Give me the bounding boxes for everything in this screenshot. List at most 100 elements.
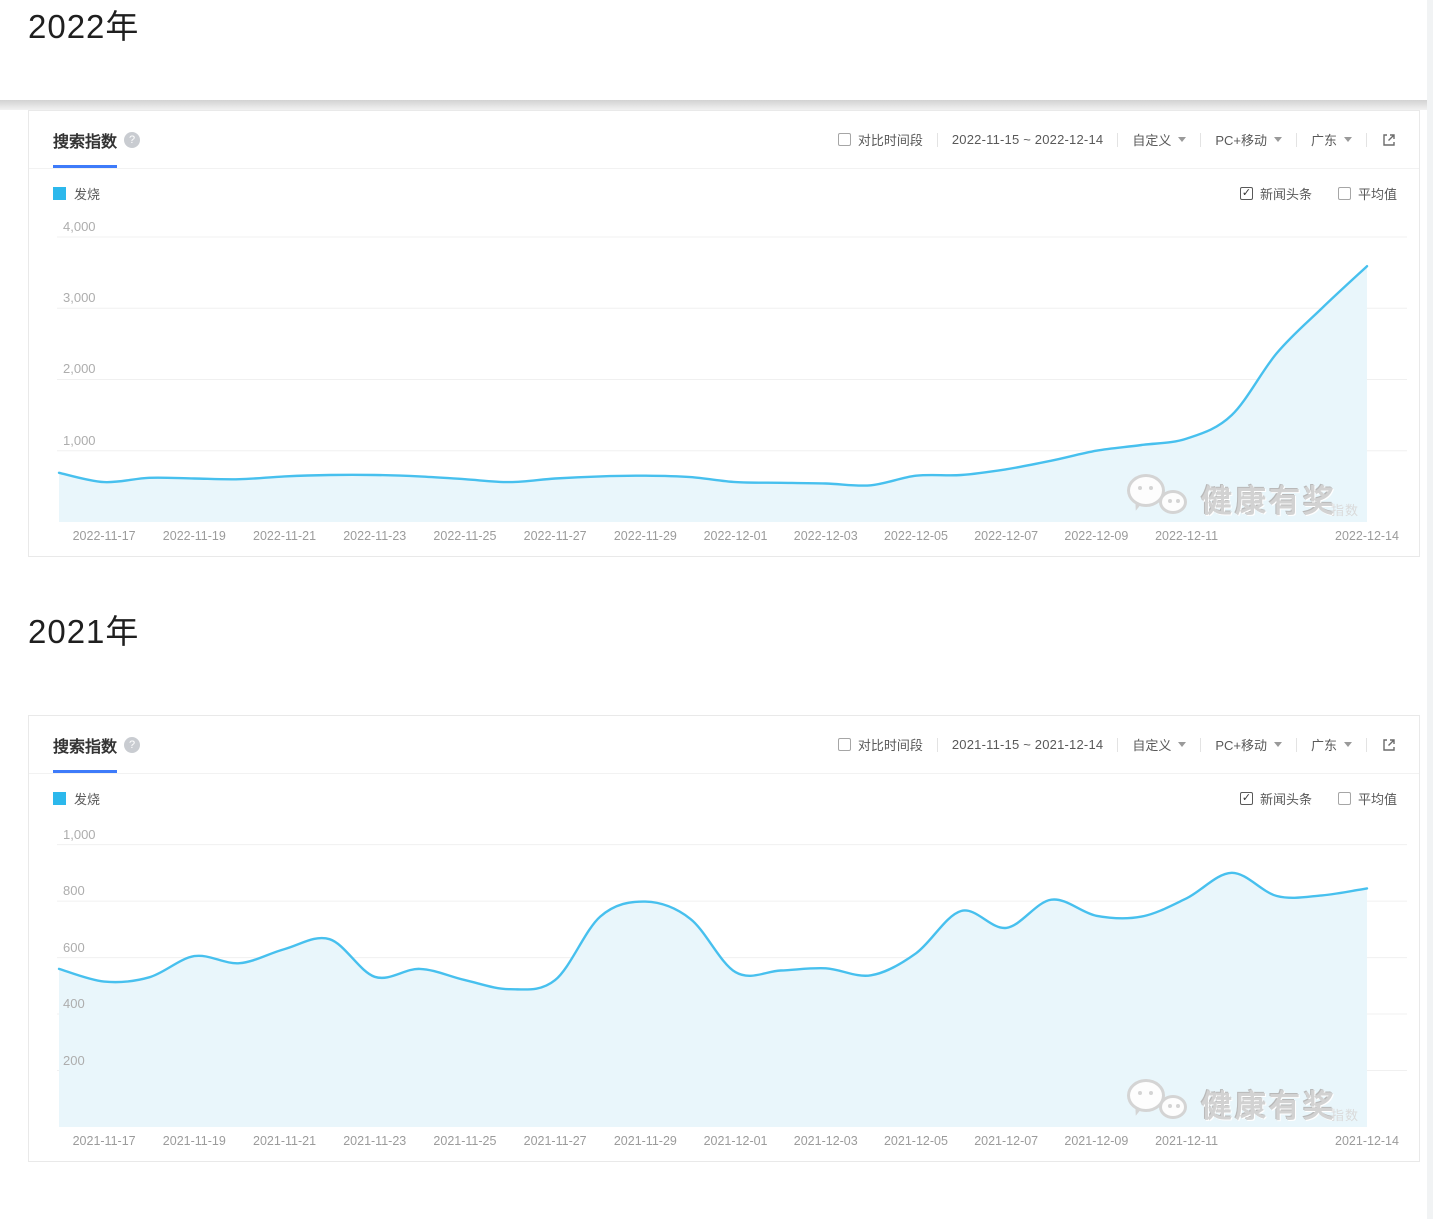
x-axis-tick: 2022-12-14 (1335, 529, 1399, 543)
overlay-toggles: ✓ 新闻头条 平均值 (1239, 789, 1397, 808)
divider (936, 737, 938, 752)
news-headline-label: 新闻头条 (1259, 791, 1312, 807)
average-label: 平均值 (1357, 791, 1397, 807)
x-axis-tick: 2022-12-03 (793, 529, 858, 543)
series-line (57, 265, 1369, 487)
watermark: 健康有奖 指数 (1126, 470, 1359, 522)
help-icon[interactable]: ? (124, 736, 141, 753)
series-color-swatch (53, 186, 66, 200)
device-dropdown[interactable]: PC+移动 (1215, 130, 1282, 149)
toolbar: 对比时间段 2021-11-15 ~ 2021-12-14 自定义 PC+移动 … (837, 735, 1397, 754)
x-axis: 2022-11-17 2022-11-19 2022-11-21 2022-11-23… (29, 522, 1419, 556)
x-axis-tick: 2021-12-03 (793, 1134, 858, 1148)
x-axis-tick: 2022-11-17 (72, 529, 136, 543)
section-2022: 2022年 搜索指数 ? 对比时间段 2022-11-15 ~ 2022-12-… (0, 8, 1433, 557)
wechat-logo-icon (1126, 1075, 1189, 1127)
x-axis-tick: 2021-12-11 (1155, 1134, 1219, 1148)
average-checkbox[interactable]: 平均值 (1337, 789, 1397, 808)
y-axis-tick: 800 (63, 883, 85, 899)
divider (936, 132, 938, 147)
region-label: 广东 (1310, 738, 1337, 753)
x-axis-tick: 2022-12-09 (1064, 529, 1129, 543)
x-axis-tick: 2021-12-07 (974, 1134, 1039, 1148)
year-heading: 2022年 (28, 8, 140, 45)
watermark-text: 健康有奖 (1200, 1089, 1337, 1124)
legend-row: 发烧 ✓ 新闻头条 平均值 (29, 774, 1419, 822)
series-area (59, 872, 1367, 1127)
y-axis-tick: 1,000 (63, 826, 96, 842)
tab-search-index[interactable]: 搜索指数 (53, 738, 118, 756)
x-axis-tick: 2022-11-29 (613, 529, 677, 543)
news-headline-checkbox[interactable]: ✓ 新闻头条 (1239, 184, 1312, 203)
chevron-down-icon (1344, 137, 1352, 142)
chevron-down-icon (1178, 742, 1187, 747)
toolbar: 对比时间段 2022-11-15 ~ 2022-12-14 自定义 PC+移动 … (837, 130, 1397, 149)
divider (1117, 132, 1119, 147)
divider (1366, 132, 1367, 147)
region-dropdown[interactable]: 广东 (1311, 735, 1352, 754)
y-axis-tick: 2,000 (63, 361, 96, 377)
chart-plot-area[interactable]: 健康有奖 指数 200 400 600 800 1,000 (29, 822, 1419, 1127)
x-axis-tick: 2021-11-23 (343, 1134, 407, 1148)
wechat-logo-icon (1126, 470, 1189, 522)
custom-range-dropdown[interactable]: 自定义 (1132, 735, 1187, 754)
series-label: 发烧 (74, 791, 101, 807)
news-headline-checkbox[interactable]: ✓ 新闻头条 (1239, 789, 1312, 808)
date-range-picker[interactable]: 2021-11-15 ~ 2021-12-14 (951, 737, 1104, 752)
watermark-suffix: 指数 (1330, 1108, 1359, 1123)
x-axis-tick: 2021-12-05 (883, 1134, 948, 1148)
year-heading: 2021年 (28, 613, 140, 650)
date-range-picker[interactable]: 2022-11-15 ~ 2022-12-14 (951, 132, 1104, 147)
x-axis-tick: 2021-11-19 (162, 1134, 226, 1148)
x-axis-tick: 2021-11-25 (433, 1134, 497, 1148)
compare-period-checkbox[interactable]: 对比时间段 (837, 130, 923, 149)
series-label: 发烧 (74, 186, 101, 202)
x-axis-tick: 2022-11-19 (162, 529, 226, 543)
tab-wrap: 搜索指数 ? (53, 716, 141, 773)
y-axis-tick: 3,000 (63, 290, 96, 306)
checkbox-icon (837, 738, 851, 751)
x-axis-tick: 2022-11-25 (433, 529, 497, 543)
series-line (57, 871, 1369, 991)
x-axis-tick: 2022-12-05 (883, 529, 948, 543)
region-dropdown[interactable]: 广东 (1311, 130, 1352, 149)
x-axis-tick: 2021-12-09 (1064, 1134, 1129, 1148)
watermark-suffix: 指数 (1330, 503, 1359, 518)
watermark-text: 健康有奖 (1200, 484, 1337, 519)
x-axis-tick: 2021-11-27 (523, 1134, 587, 1148)
average-checkbox[interactable]: 平均值 (1337, 184, 1397, 203)
y-axis-tick: 600 (63, 939, 85, 955)
x-axis-tick: 2022-12-07 (974, 529, 1039, 543)
y-axis-tick: 200 (63, 1052, 85, 1068)
chevron-down-icon (1178, 137, 1187, 142)
tab-search-index[interactable]: 搜索指数 (53, 133, 118, 151)
card-header: 搜索指数 ? 对比时间段 2021-11-15 ~ 2021-12-14 自定义 (29, 716, 1419, 774)
external-link-icon[interactable] (1381, 132, 1397, 148)
device-label: PC+移动 (1215, 738, 1267, 753)
compare-period-label: 对比时间段 (857, 133, 923, 148)
divider (1295, 737, 1297, 752)
divider (1366, 737, 1367, 752)
compare-period-checkbox[interactable]: 对比时间段 (837, 735, 923, 754)
chart-plot-area[interactable]: 健康有奖 指数 1,000 2,000 3,000 4,000 (29, 217, 1419, 522)
search-index-card: 搜索指数 ? 对比时间段 2022-11-15 ~ 2022-12-14 自定义 (28, 110, 1420, 557)
custom-range-dropdown[interactable]: 自定义 (1132, 130, 1187, 149)
chevron-down-icon (1273, 137, 1282, 142)
x-axis-tick: 2022-12-11 (1155, 529, 1219, 543)
checkbox-icon (1337, 186, 1351, 200)
help-icon[interactable]: ? (124, 131, 141, 148)
divider (0, 100, 1433, 110)
device-label: PC+移动 (1215, 133, 1267, 148)
average-label: 平均值 (1357, 186, 1397, 202)
section-2021: 2021年 搜索指数 ? 对比时间段 2021-11-15 ~ 2021-12-… (0, 613, 1433, 1162)
series-area (59, 266, 1367, 522)
active-tab-underline (53, 165, 117, 168)
checkbox-icon (1337, 791, 1351, 805)
external-link-icon[interactable] (1381, 737, 1397, 753)
y-axis-tick: 4,000 (63, 218, 96, 234)
y-axis-tick: 1,000 (63, 432, 96, 448)
divider (1295, 132, 1297, 147)
x-axis-tick: 2021-11-17 (72, 1134, 136, 1148)
device-dropdown[interactable]: PC+移动 (1215, 735, 1282, 754)
active-tab-underline (53, 770, 117, 773)
